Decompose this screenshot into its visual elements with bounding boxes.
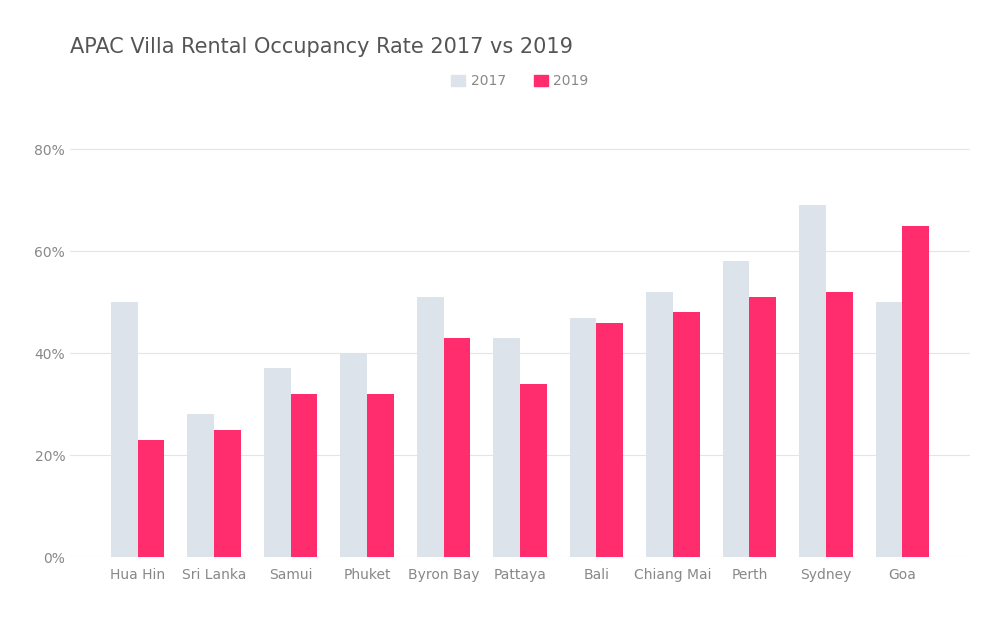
Legend: 2017, 2019: 2017, 2019	[451, 74, 589, 89]
Bar	[596, 322, 623, 557]
Bar	[138, 440, 164, 557]
Bar	[214, 430, 241, 557]
Bar	[520, 384, 547, 557]
Bar	[340, 353, 367, 557]
Bar	[799, 206, 826, 557]
Bar	[111, 302, 138, 557]
Bar	[570, 318, 596, 557]
Bar	[264, 368, 291, 557]
Bar	[444, 338, 470, 557]
Bar	[367, 394, 394, 557]
Bar	[902, 226, 929, 557]
Bar	[749, 297, 776, 557]
Bar	[876, 302, 902, 557]
Bar	[417, 297, 444, 557]
Bar	[291, 394, 317, 557]
Bar	[673, 313, 700, 557]
Text: APAC Villa Rental Occupancy Rate 2017 vs 2019: APAC Villa Rental Occupancy Rate 2017 vs…	[70, 37, 573, 57]
Bar	[723, 261, 749, 557]
Bar	[187, 414, 214, 557]
Bar	[826, 292, 853, 557]
Bar	[493, 338, 520, 557]
Bar	[646, 292, 673, 557]
